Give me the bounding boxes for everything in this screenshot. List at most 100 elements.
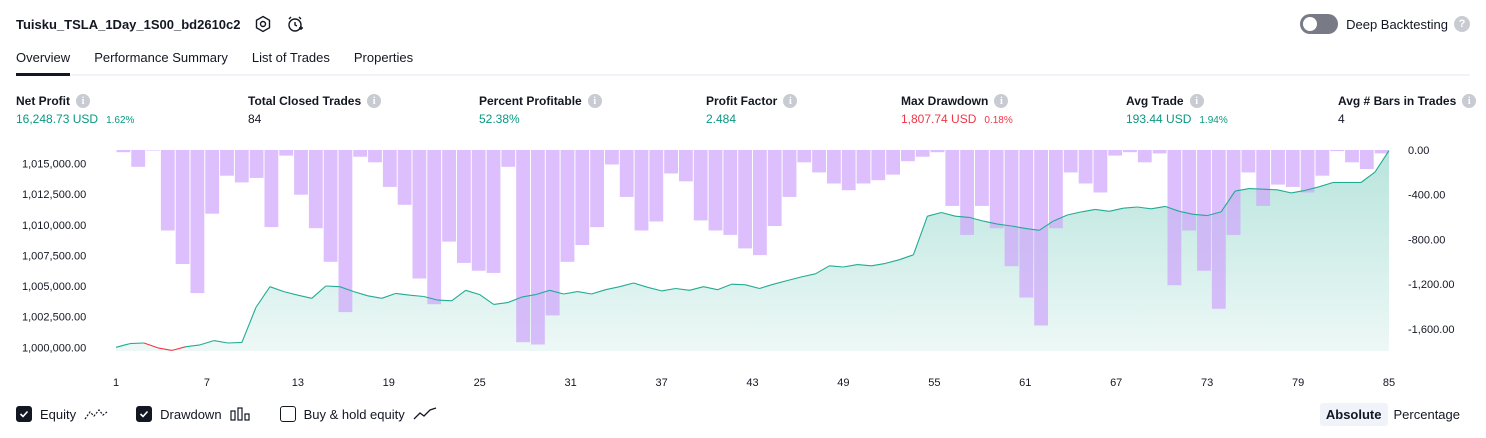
drawdown-bar [1256,150,1271,206]
metric-value: 2.484 [706,112,737,126]
info-icon[interactable]: i [783,94,798,108]
legend-buy-hold[interactable]: Buy & hold equity [279,406,437,422]
chart-legend: Equity Drawdown Buy & hold equity [16,402,465,426]
deep-backtesting-label: Deep Backtesting [1346,16,1448,32]
drawdown-bar [516,150,530,343]
legend-drawdown[interactable]: Drawdown [136,406,251,422]
drawdown-bar [812,150,826,173]
deep-backtesting-toggle[interactable] [1300,14,1339,34]
drawdown-bar [501,150,516,167]
equity-line-segment [311,285,327,299]
x-axis-tick-label: 7 [204,377,210,389]
drawdown-bar [901,150,915,162]
drawdown-bar [116,150,131,153]
absolute-button[interactable]: Absolute [1319,402,1388,426]
drawdown-bar [279,150,294,156]
equity-line-segment [213,340,228,344]
equity-line-icon [84,407,108,421]
equity-line-segment [367,295,382,299]
drawdown-bar [945,150,960,206]
left-axis-tick-label: 1,010,000.00 [22,220,86,232]
drawdown-bar [1211,150,1226,309]
info-icon[interactable]: i [76,94,90,108]
drawdown-bar [634,150,649,231]
drawdown-bar [264,150,279,228]
help-question-icon[interactable]: ? [1454,16,1470,32]
drawdown-bar [1300,150,1315,193]
info-icon[interactable]: i [367,94,382,108]
metric-value: 16,248.73 USD [16,112,99,126]
drawdown-bar [782,150,797,197]
report-tabs: Overview Performance Summary List of Tra… [16,46,1470,76]
buy-hold-checkbox[interactable] [279,406,296,422]
equity-line-segment [325,285,340,288]
equity-line-segment [1235,188,1250,192]
drawdown-bar [856,150,871,184]
equity-line-segment [1067,211,1082,216]
metric-percent: 0.18% [984,115,1013,126]
drawdown-bar [1271,150,1285,185]
info-icon[interactable]: i [587,94,602,108]
drawdown-bar [1241,150,1256,173]
info-icon[interactable]: i [1462,94,1477,108]
drawdown-bar [471,150,486,271]
equity-line-segment [1151,205,1166,210]
tab-overview[interactable]: Overview [16,46,71,76]
tab-properties[interactable]: Properties [353,50,414,65]
metric-label: Net Profit [16,94,70,108]
info-icon[interactable]: i [994,94,1009,108]
drawdown-bar [427,150,442,305]
equity-line-segment [1137,206,1152,210]
drawdown-bar [1019,150,1034,298]
equity-line-segment [353,291,368,297]
drawdown-bar [708,150,723,231]
drawdown-bar [1285,150,1300,187]
drawdown-bar [915,150,930,157]
equity-line-segment [703,286,718,291]
metric-percent-profitable: Percent Profitable i 52.38% [479,93,602,128]
left-axis-tick-label: 1,005,000.00 [22,281,86,293]
metric-total-closed-trades: Total Closed Trades i 84 [248,93,382,128]
drawdown-bar [1063,150,1078,173]
equity-line-segment [689,286,704,291]
add-alert-icon[interactable] [285,14,305,34]
drawdown-bar [886,150,900,175]
equity-line-segment [1095,208,1110,212]
equity-line-segment [731,283,746,286]
drawdown-bar [397,150,412,205]
equity-line-segment [1193,213,1208,217]
left-axis-tick-label: 1,000,000.00 [22,342,86,354]
drawdown-bar [1345,150,1359,163]
buy-hold-line-icon [413,407,437,421]
equity-line-segment [339,286,354,293]
info-icon[interactable]: i [1189,94,1204,108]
metric-net-profit: Net Profit i 16,248.73 USD 1.62% [16,93,134,128]
equity-line-segment [1374,150,1390,173]
right-axis-tick-label: -1,600.00 [1408,324,1454,336]
equity-line-segment [1318,181,1334,188]
equity-line-segment [801,273,816,278]
drawdown-bar [619,150,634,197]
drawdown-checkbox[interactable] [136,406,153,422]
drawdown-bars-icon [229,407,252,421]
equity-line-segment [1360,171,1376,183]
metric-percent: 1.62% [106,115,135,126]
drawdown-bar [131,150,146,167]
drawdown-bar [1049,150,1063,229]
settings-gear-icon[interactable] [253,14,273,34]
equity-drawdown-chart[interactable]: 1,015,000.00 1,012,500.00 1,010,000.00 1,00… [0,140,1486,394]
equity-line-segment [633,282,648,288]
equity-checkbox[interactable] [16,406,32,422]
tab-list-of-trades[interactable]: List of Trades [251,50,330,65]
legend-buy-hold-label: Buy & hold equity [303,406,405,422]
drawdown-bar [827,150,841,184]
tab-performance-summary[interactable]: Performance Summary [94,50,228,65]
percentage-button[interactable]: Percentage [1393,406,1461,422]
x-axis-tick-label: 19 [383,377,395,389]
legend-equity[interactable]: Equity [16,406,108,422]
x-axis-tick-label: 49 [837,377,849,389]
x-axis-tick-label: 43 [746,377,758,389]
left-axis-tick-label: 1,015,000.00 [22,159,86,171]
strategy-title: Tuisku_TSLA_1Day_1S00_bd2610c2 [16,16,241,32]
x-axis-tick-label: 85 [1383,377,1395,389]
